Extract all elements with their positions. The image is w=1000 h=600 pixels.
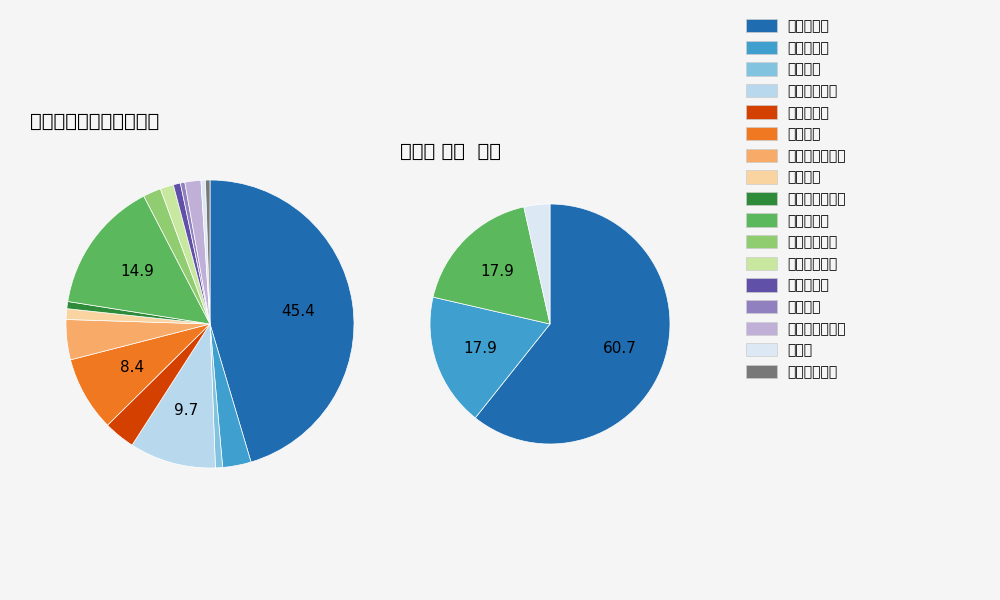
Wedge shape (71, 324, 210, 425)
Text: 8.4: 8.4 (120, 361, 144, 376)
Wedge shape (210, 180, 354, 462)
Text: 9.7: 9.7 (174, 403, 199, 418)
Wedge shape (475, 204, 670, 444)
Wedge shape (108, 324, 210, 445)
Text: 17.9: 17.9 (481, 264, 514, 279)
Wedge shape (160, 185, 210, 324)
Wedge shape (173, 183, 210, 324)
Wedge shape (144, 189, 210, 324)
Wedge shape (132, 324, 215, 468)
Wedge shape (210, 324, 223, 468)
Text: 大瀬良 大地  選手: 大瀬良 大地 選手 (400, 142, 501, 161)
Wedge shape (524, 204, 550, 324)
Wedge shape (66, 319, 210, 360)
Wedge shape (68, 196, 210, 324)
Wedge shape (66, 308, 210, 324)
Wedge shape (430, 297, 550, 418)
Wedge shape (201, 180, 210, 324)
Text: 45.4: 45.4 (281, 304, 315, 319)
Legend: ストレート, ツーシーム, シュート, カットボール, スプリット, フォーク, チェンジアップ, シンカー, 高速スライダー, スライダー, 縦スライダー, : ストレート, ツーシーム, シュート, カットボール, スプリット, フォーク,… (746, 19, 846, 379)
Wedge shape (180, 182, 210, 324)
Wedge shape (205, 180, 210, 324)
Wedge shape (433, 207, 550, 324)
Text: セ・リーグ全プレイヤー: セ・リーグ全プレイヤー (30, 112, 159, 131)
Wedge shape (185, 180, 210, 324)
Wedge shape (67, 301, 210, 324)
Wedge shape (210, 324, 251, 467)
Text: 60.7: 60.7 (603, 341, 637, 356)
Text: 14.9: 14.9 (121, 264, 155, 279)
Text: 17.9: 17.9 (463, 341, 497, 356)
